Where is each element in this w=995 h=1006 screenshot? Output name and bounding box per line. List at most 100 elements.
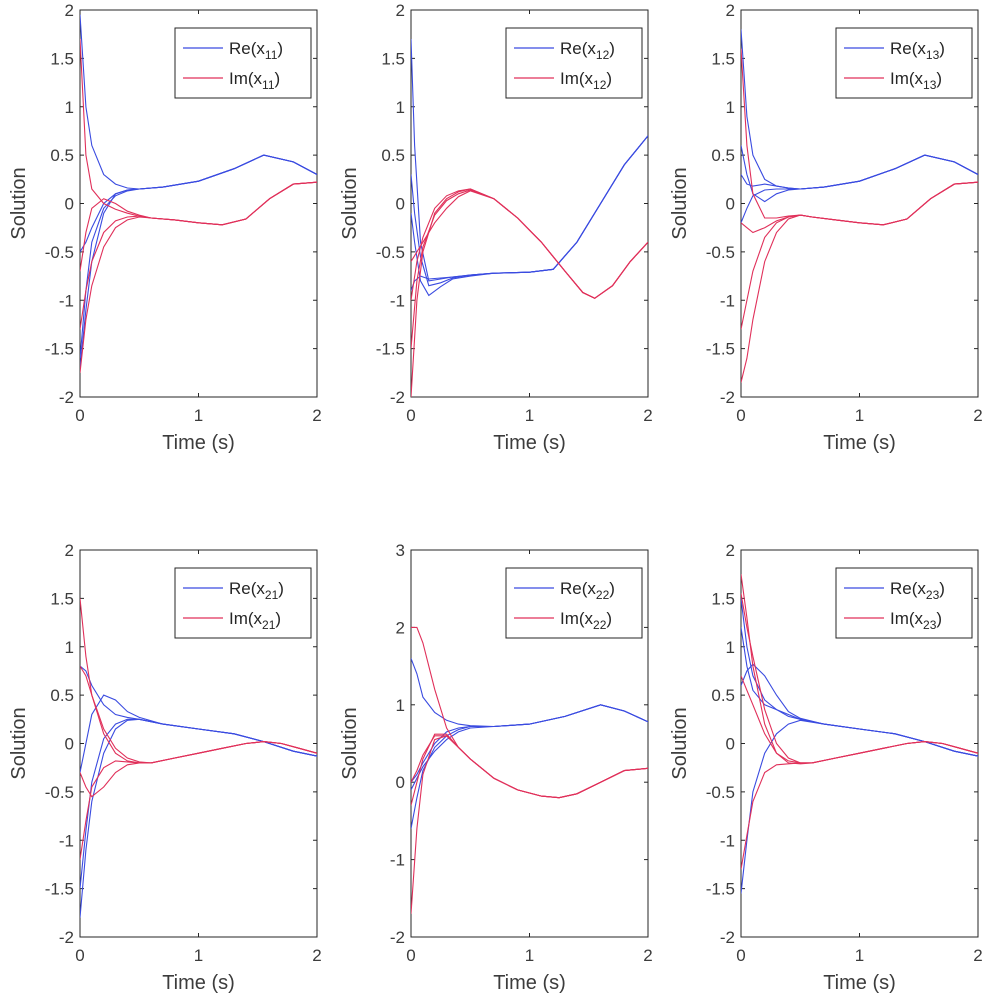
legend: Re(x13) Im(x13) [835, 27, 973, 99]
x-tick-label: 2 [312, 406, 321, 425]
y-tick-label: -1.5 [706, 340, 735, 359]
x-tick-label: 2 [643, 406, 652, 425]
y-tick-label: 1.5 [50, 589, 74, 608]
y-tick-label: -0.5 [706, 783, 735, 802]
x-tick-label: 1 [855, 946, 864, 965]
legend-entry-re: Re(x23) [890, 579, 945, 602]
legend-entry-im: Im(x21) [229, 609, 281, 632]
series-line-im-8 [741, 181, 978, 330]
y-tick-label: 0 [65, 195, 74, 214]
x-axis-label: Time (s) [162, 432, 235, 454]
x-tick-label: 0 [75, 946, 84, 965]
series-line-re-4 [411, 135, 648, 291]
chart-panel-1: -2 -1.5 -1 -0.5 0 0.5 1 1.5 2 0 1 2 Time (s) Solution… [8, 1, 322, 454]
y-tick-label: 1.5 [50, 49, 74, 68]
y-tick-label: -0.5 [45, 783, 74, 802]
chart-panel-6: -2 -1.5 -1 -0.5 0 0.5 1 1.5 2 0 1 2 Time (s) Solution… [669, 541, 983, 994]
y-tick-label: 1 [65, 638, 74, 657]
legend-entry-im: Im(x23) [890, 609, 942, 632]
y-tick-label: 0.5 [381, 146, 405, 165]
y-tick-label: 1 [726, 98, 735, 117]
series-line-im-8 [80, 741, 317, 860]
y-tick-label: -1 [59, 291, 74, 310]
y-tick-label: 2 [726, 541, 735, 560]
legend: Re(x11) Im(x11) [174, 27, 312, 99]
y-tick-label: 0 [726, 735, 735, 754]
y-tick-label: 1 [65, 98, 74, 117]
y-tick-label: -0.5 [45, 243, 74, 262]
y-axis-label: Solution [669, 167, 691, 239]
x-tick-label: 1 [855, 406, 864, 425]
legend-box [835, 567, 973, 639]
x-tick-label: 2 [643, 946, 652, 965]
y-tick-label: -1.5 [706, 880, 735, 899]
legend: Re(x21) Im(x21) [174, 567, 312, 639]
series-line-re-4 [741, 154, 978, 224]
y-tick-label: -1 [59, 831, 74, 850]
y-tick-label: -2 [720, 928, 735, 947]
chart-panel-2: -2 -1.5 -1 -0.5 0 0.5 1 1.5 2 0 1 2 Time (s) Solution… [339, 1, 653, 454]
y-tick-label: -0.5 [706, 243, 735, 262]
series-line-im-8 [411, 735, 648, 799]
x-axis-label: Time (s) [823, 972, 896, 994]
y-tick-label: -2 [390, 388, 405, 407]
y-tick-label: 0.5 [711, 146, 735, 165]
y-tick-label: 3 [396, 541, 405, 560]
y-tick-label: 2 [65, 541, 74, 560]
y-tick-label: 1 [396, 696, 405, 715]
legend: Re(x23) Im(x23) [835, 567, 973, 639]
y-tick-label: -0.5 [376, 243, 405, 262]
legend: Re(x12) Im(x12) [505, 27, 643, 99]
y-tick-label: -1 [390, 291, 405, 310]
legend-entry-im: Im(x12) [560, 69, 612, 92]
x-axis-label: Time (s) [162, 972, 235, 994]
y-tick-label: 1.5 [711, 589, 735, 608]
y-tick-label: 1 [726, 638, 735, 657]
y-tick-label: 2 [65, 1, 74, 20]
chart-panel-3: -2 -1.5 -1 -0.5 0 0.5 1 1.5 2 0 1 2 Time (s) Solution… [669, 1, 983, 454]
y-tick-label: 0 [726, 195, 735, 214]
y-tick-label: -1 [720, 831, 735, 850]
legend-entry-re: Re(x12) [560, 39, 615, 62]
x-tick-label: 0 [406, 946, 415, 965]
y-tick-label: 1.5 [381, 49, 405, 68]
x-tick-label: 0 [406, 406, 415, 425]
x-axis-label: Time (s) [493, 432, 566, 454]
y-tick-label: 2 [726, 1, 735, 20]
legend-entry-re: Re(x11) [229, 39, 283, 62]
legend-box [174, 567, 312, 639]
legend-box [174, 27, 312, 99]
y-tick-label: 0 [65, 735, 74, 754]
y-axis-label: Solution [8, 707, 30, 779]
x-tick-label: 0 [75, 406, 84, 425]
legend-entry-im: Im(x11) [229, 69, 280, 92]
y-tick-label: 0 [396, 195, 405, 214]
x-tick-label: 1 [194, 946, 203, 965]
y-tick-label: -2 [59, 388, 74, 407]
chart-panel-4: -2 -1.5 -1 -0.5 0 0.5 1 1.5 2 0 1 2 Time (s) Solution… [8, 541, 322, 994]
y-tick-label: -1.5 [45, 340, 74, 359]
y-tick-label: -1.5 [45, 880, 74, 899]
series-line-im-8 [411, 190, 648, 299]
y-tick-label: 0.5 [50, 686, 74, 705]
legend-entry-im: Im(x13) [890, 69, 942, 92]
chart-panel-5: -2 -1 0 1 2 3 0 1 2 Time (s) Solution Re(x22) Im(x22… [339, 541, 653, 994]
legend-entry-re: Re(x21) [229, 579, 284, 602]
x-axis-label: Time (s) [493, 972, 566, 994]
legend-entry-re: Re(x22) [560, 579, 615, 602]
y-tick-label: -1 [720, 291, 735, 310]
legend-box [835, 27, 973, 99]
y-tick-label: -2 [59, 928, 74, 947]
series-line-im-8 [80, 181, 317, 330]
y-axis-label: Solution [669, 707, 691, 779]
series-line-im-8 [741, 741, 978, 870]
y-tick-label: 1.5 [711, 49, 735, 68]
x-tick-label: 2 [973, 946, 982, 965]
y-axis-label: Solution [339, 167, 361, 239]
y-axis-label: Solution [339, 707, 361, 779]
x-tick-label: 0 [736, 406, 745, 425]
x-tick-label: 1 [525, 406, 534, 425]
x-tick-label: 2 [973, 406, 982, 425]
y-tick-label: 0 [396, 773, 405, 792]
